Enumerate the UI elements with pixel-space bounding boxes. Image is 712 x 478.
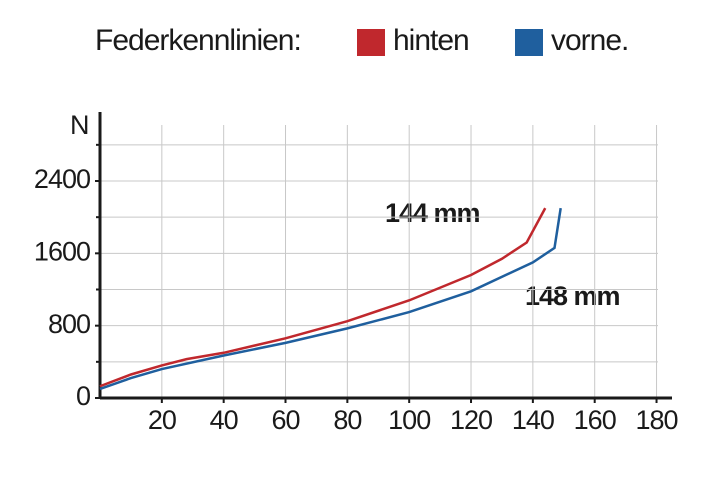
chart-title: Federkennlinien: [95, 24, 301, 57]
legend-swatch [515, 29, 543, 56]
y-axis-label: N [70, 110, 89, 140]
legend-swatch [357, 29, 385, 56]
x-tick-label: 60 [271, 405, 299, 435]
legend-label: hinten [393, 24, 469, 57]
x-tick-label: 180 [636, 405, 678, 435]
annotation: 148 mm [525, 281, 620, 311]
y-tick-label: 800 [48, 309, 90, 339]
x-tick-label: 40 [210, 405, 238, 435]
y-tick-label: 1600 [34, 236, 90, 266]
x-tick-label: 20 [148, 405, 176, 435]
x-tick-label: 100 [388, 405, 430, 435]
x-tick-label: 80 [333, 405, 361, 435]
y-tick-label: 2400 [34, 164, 90, 194]
x-tick-label: 120 [450, 405, 492, 435]
y-tick-label: 0 [76, 381, 90, 411]
x-tick-label: 140 [512, 405, 554, 435]
line [99, 207, 547, 388]
annotation: 144 mm [385, 198, 480, 228]
legend-label: vorne. [551, 24, 628, 57]
x-tick-label: 160 [574, 405, 616, 435]
line [99, 207, 562, 391]
